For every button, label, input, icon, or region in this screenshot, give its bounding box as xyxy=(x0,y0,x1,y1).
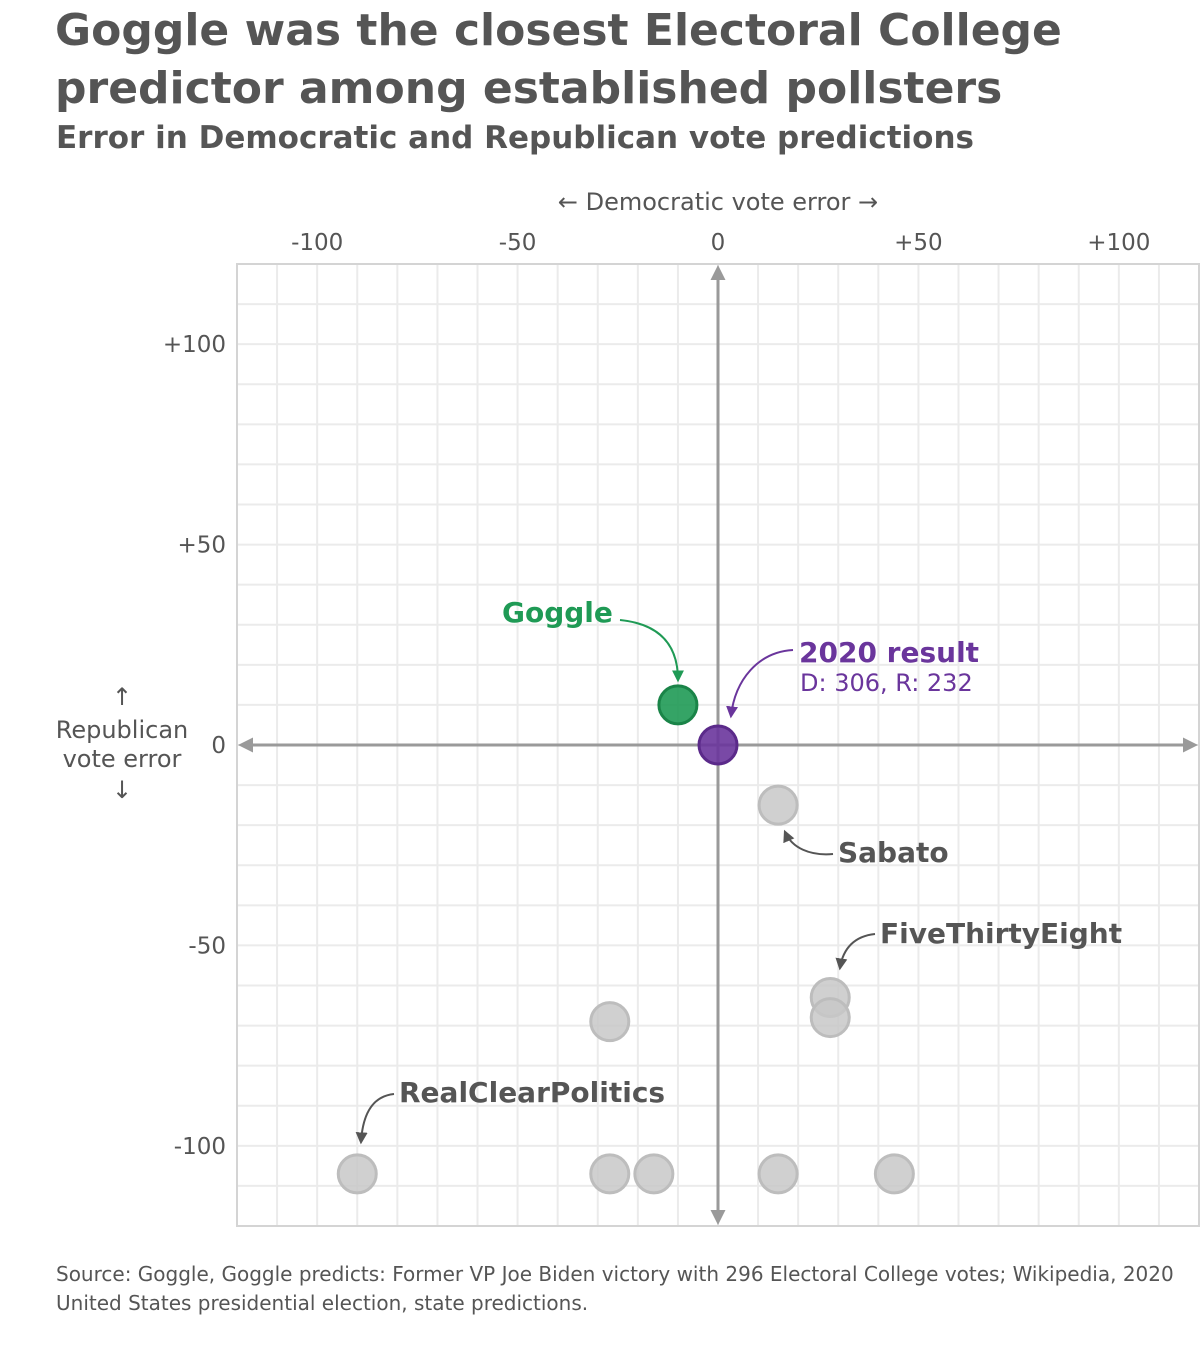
data-points xyxy=(336,684,915,1195)
pollster-point xyxy=(589,1001,631,1043)
fivethirtyeight-arrow xyxy=(835,933,876,971)
pollster-point xyxy=(589,1153,631,1195)
x-tick-label: +100 xyxy=(1087,230,1150,256)
source-note: Source: Goggle, Goggle predicts: Former … xyxy=(56,1262,1174,1315)
y-axis-arrow-up: ↑ xyxy=(112,683,132,711)
y-axis-title-line1: Republican xyxy=(56,716,189,744)
x-tick-label: +50 xyxy=(894,230,943,256)
y-tick-label: +50 xyxy=(177,533,226,559)
y-tick-label: 0 xyxy=(211,733,226,759)
realclearpolitics-point xyxy=(336,1153,378,1195)
y-tick-label: -100 xyxy=(174,1134,226,1160)
x-tick-label: 0 xyxy=(711,230,726,256)
y-tick-label: +100 xyxy=(163,332,226,358)
realclearpolitics-arrow xyxy=(355,1093,395,1145)
pollster-point xyxy=(757,1153,799,1195)
pollster-point xyxy=(809,997,851,1039)
y-tick-label: -50 xyxy=(188,933,226,959)
y-axis-title-line2: vote error xyxy=(63,745,182,773)
sabato-point xyxy=(757,784,799,826)
result-detail-label: D: 306, R: 232 xyxy=(800,669,973,697)
result-arrow xyxy=(726,649,794,719)
chart-title: Goggle was the closest Electoral College… xyxy=(55,5,1062,114)
axes xyxy=(238,265,1198,1225)
sabato-label: Sabato xyxy=(838,836,949,869)
sabato-arrow xyxy=(783,829,834,856)
result-label: 2020 result xyxy=(799,636,979,669)
2020-result-point xyxy=(697,724,739,766)
realclearpolitics-label: RealClearPolitics xyxy=(399,1076,665,1109)
fivethirtyeight-label: FiveThirtyEight xyxy=(880,917,1122,950)
goggle-point xyxy=(657,684,699,726)
x-axis-title: ← Democratic vote error → xyxy=(558,188,878,216)
goggle-arrow xyxy=(619,619,684,683)
pollster-point xyxy=(873,1153,915,1195)
tick-labels: -100 -50 0 +50 +100 +100 +50 0 -50 -100 xyxy=(163,230,1151,1160)
y-axis-arrow-down: ↓ xyxy=(112,776,132,804)
goggle-label: Goggle xyxy=(502,596,613,629)
x-tick-label: -50 xyxy=(499,230,537,256)
plot-frame xyxy=(236,263,1200,1227)
scatter-chart: -100 -50 0 +50 +100 +100 +50 0 -50 -100 ← Democra… xyxy=(56,188,1200,1227)
chart-subtitle: Error in Democratic and Republican vote … xyxy=(56,120,974,156)
x-tick-label: -100 xyxy=(291,230,343,256)
pollster-point xyxy=(633,1153,675,1195)
